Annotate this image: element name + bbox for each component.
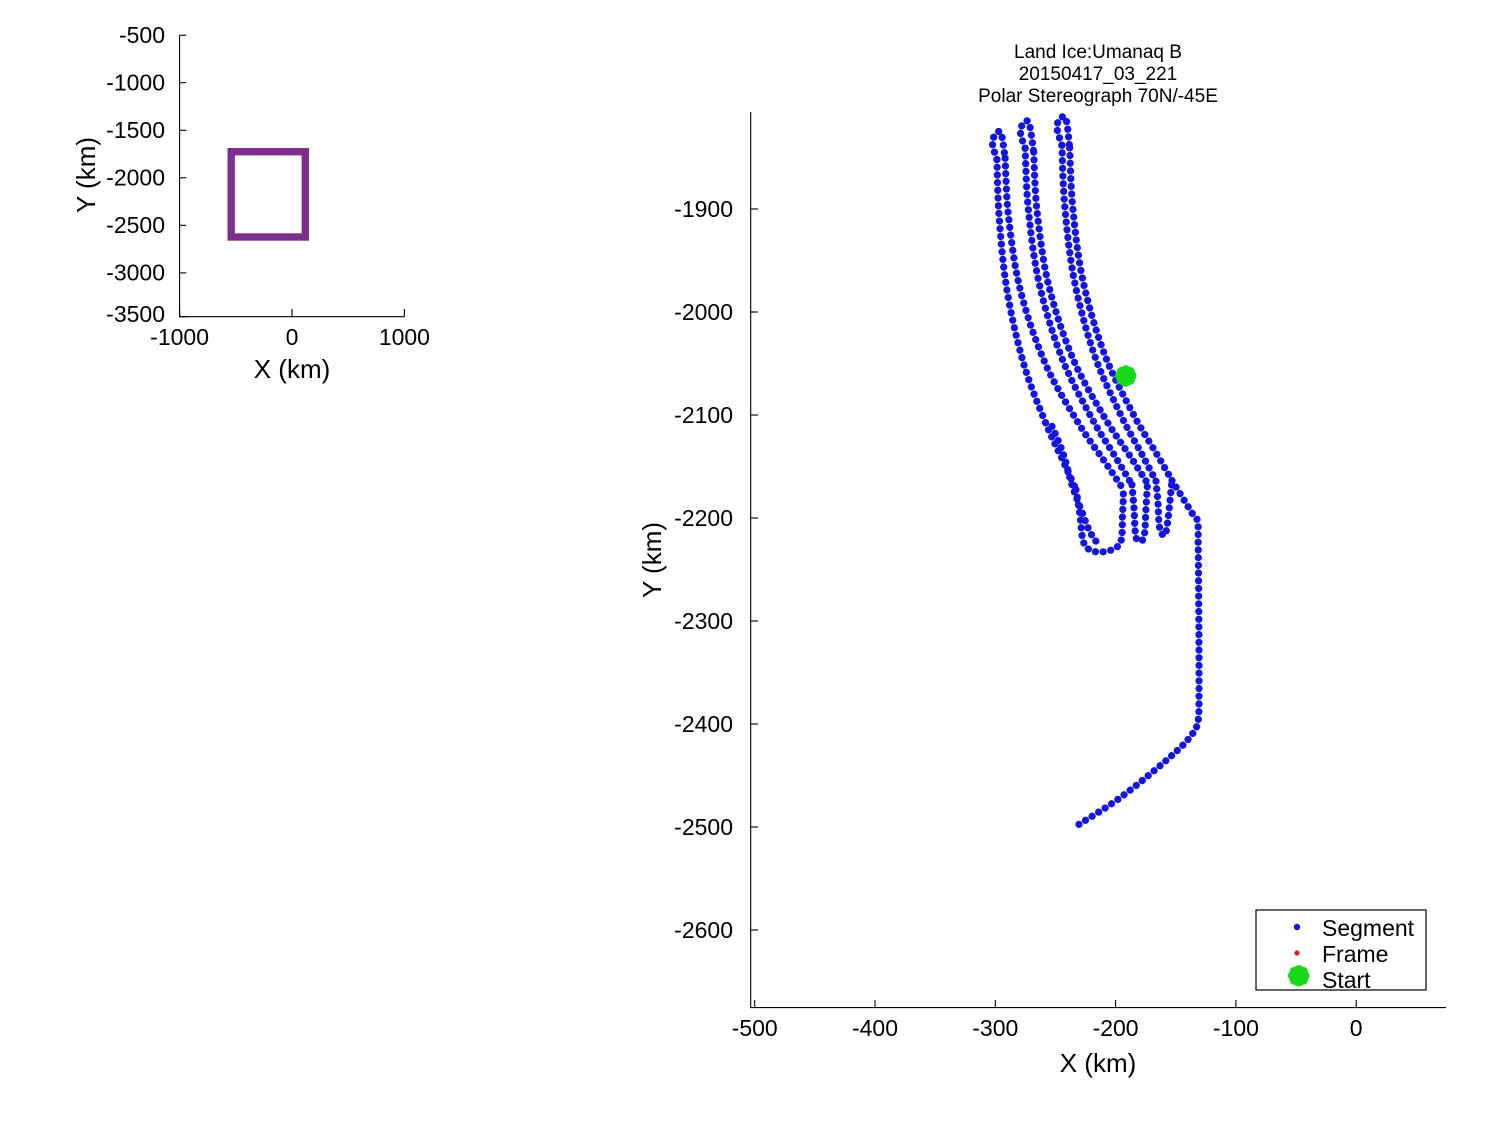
svg-text:-1000: -1000 xyxy=(106,70,165,96)
svg-text:X (km): X (km) xyxy=(254,354,331,384)
svg-text:-2300: -2300 xyxy=(674,608,733,634)
svg-text:-1000: -1000 xyxy=(150,324,209,350)
svg-text:1000: 1000 xyxy=(379,324,430,350)
svg-text:0: 0 xyxy=(286,324,299,350)
svg-text:Polar Stereograph 70N/-45E: Polar Stereograph 70N/-45E xyxy=(978,86,1218,107)
svg-text:Segment: Segment xyxy=(1322,915,1415,941)
svg-text:Land Ice:Umanaq B: Land Ice:Umanaq B xyxy=(1014,42,1182,63)
svg-text:-2400: -2400 xyxy=(674,711,733,737)
svg-text:-2100: -2100 xyxy=(674,402,733,428)
svg-text:-2500: -2500 xyxy=(674,814,733,840)
svg-text:-2000: -2000 xyxy=(106,165,165,191)
svg-text:Frame: Frame xyxy=(1322,941,1388,967)
svg-text:-400: -400 xyxy=(852,1015,898,1041)
svg-text:Y (km): Y (km) xyxy=(637,522,667,598)
svg-text:Start: Start xyxy=(1322,967,1371,993)
svg-text:-1900: -1900 xyxy=(674,196,733,222)
svg-text:-500: -500 xyxy=(732,1015,778,1041)
svg-text:0: 0 xyxy=(1350,1015,1363,1041)
svg-text:20150417_03_221: 20150417_03_221 xyxy=(1019,64,1178,85)
svg-text:-500: -500 xyxy=(119,22,165,48)
svg-text:-2600: -2600 xyxy=(674,917,733,943)
svg-text:Y (km): Y (km) xyxy=(71,137,101,213)
svg-text:-2500: -2500 xyxy=(106,212,165,238)
svg-text:-100: -100 xyxy=(1213,1015,1259,1041)
svg-text:-2000: -2000 xyxy=(674,299,733,325)
svg-text:-1500: -1500 xyxy=(106,117,165,143)
svg-text:X (km): X (km) xyxy=(1060,1048,1137,1078)
svg-text:-200: -200 xyxy=(1093,1015,1139,1041)
svg-text:-3000: -3000 xyxy=(106,260,165,286)
svg-text:-300: -300 xyxy=(972,1015,1018,1041)
svg-text:-2200: -2200 xyxy=(674,505,733,531)
svg-text:-3500: -3500 xyxy=(106,301,165,327)
